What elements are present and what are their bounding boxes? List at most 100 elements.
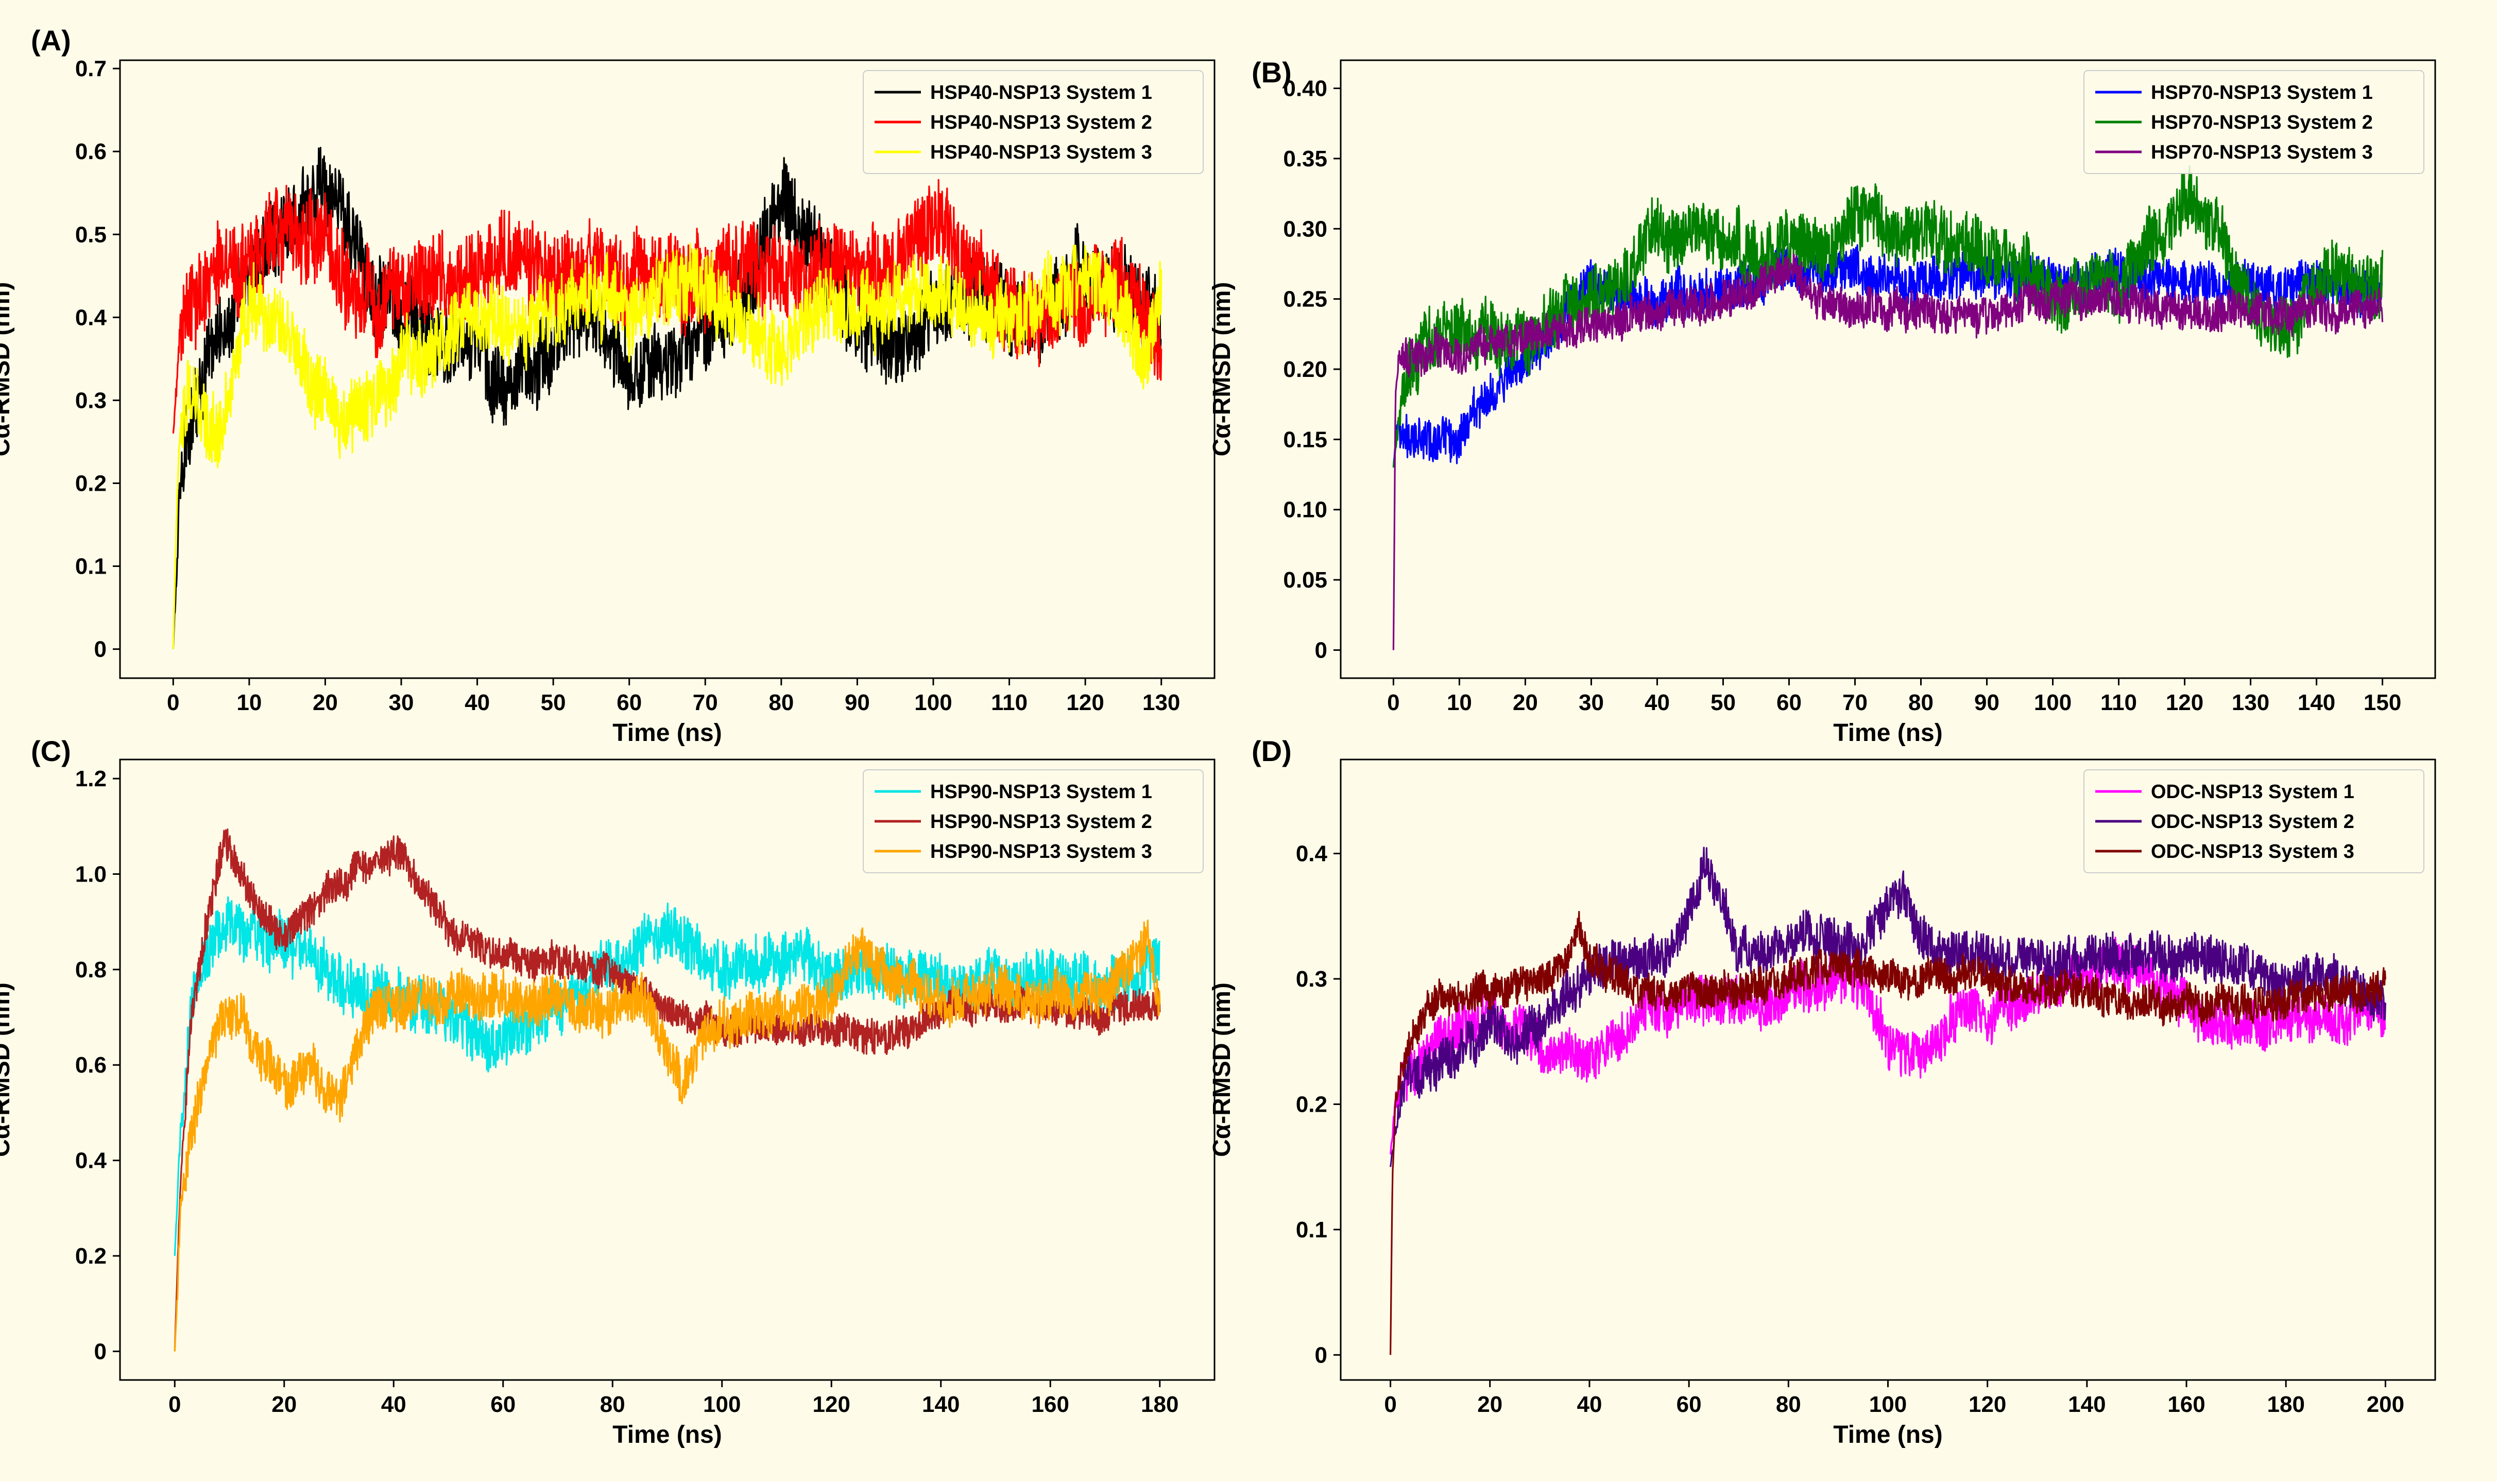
x-tick-label: 140 bbox=[922, 1392, 960, 1417]
y-tick-label: 1.0 bbox=[75, 861, 107, 887]
x-axis-label: Time (ns) bbox=[612, 1421, 722, 1448]
x-tick-label: 100 bbox=[2034, 690, 2072, 715]
panel-d: (D) 0 20 40 60 80 100 120 140 160 180 200 0 0.1 0.2 0.3… bbox=[1208, 735, 2436, 1448]
x-tick-label: 80 bbox=[1908, 690, 1934, 715]
y-tick-label: 0.20 bbox=[1283, 357, 1327, 382]
x-tick-label: 0 bbox=[1387, 690, 1399, 715]
y-tick-label: 0.35 bbox=[1283, 146, 1327, 171]
panel-label: (B) bbox=[1252, 56, 1292, 89]
x-tick-label: 20 bbox=[1513, 690, 1538, 715]
y-axis-label: Cα-RMSD (nm) bbox=[0, 282, 15, 457]
x-tick-label: 20 bbox=[271, 1392, 297, 1417]
legend-box bbox=[2083, 769, 2424, 873]
x-tick-label: 20 bbox=[1477, 1392, 1502, 1417]
y-tick-label: 0.10 bbox=[1283, 497, 1327, 523]
y-tick-label: 0 bbox=[94, 1339, 107, 1364]
axes-frame bbox=[119, 758, 1216, 1381]
x-tick-label: 20 bbox=[313, 690, 338, 715]
legend-label: HSP90-NSP13 System 3 bbox=[930, 841, 1152, 862]
y-tick-label: 0.8 bbox=[75, 957, 107, 982]
axes-frame bbox=[119, 59, 1216, 679]
x-tick-label: 60 bbox=[617, 690, 642, 715]
series-group bbox=[174, 828, 1161, 1352]
panel-label: (C) bbox=[31, 735, 71, 767]
x-tick-label: 40 bbox=[381, 1392, 406, 1417]
x-tick-label: 80 bbox=[768, 690, 794, 715]
legend-label: ODC-NSP13 System 2 bbox=[2151, 811, 2354, 833]
legend-label: HSP70-NSP13 System 1 bbox=[2151, 82, 2373, 103]
panel-a: (A) 0 10 20 30 40 50 60 70 80 90 100 110 120 130 0 0.1 0.… bbox=[0, 24, 1216, 747]
y-tick-label: 0.40 bbox=[1283, 76, 1327, 101]
y-tick-label: 0.2 bbox=[1296, 1092, 1327, 1117]
x-tick-label: 100 bbox=[914, 690, 952, 715]
series-line-3 bbox=[1390, 911, 2386, 1355]
legend-label: HSP40-NSP13 System 2 bbox=[930, 112, 1152, 133]
y-tick-label: 0 bbox=[1315, 637, 1327, 663]
y-tick-label: 0 bbox=[1315, 1342, 1327, 1368]
y-axis-label: Cα-RMSD (nm) bbox=[0, 982, 15, 1157]
x-axis-label: Time (ns) bbox=[1833, 719, 1942, 747]
y-tick-label: 0.4 bbox=[1296, 841, 1328, 867]
y-tick-label: 0.1 bbox=[1296, 1217, 1327, 1243]
x-tick-label: 80 bbox=[1776, 1392, 1801, 1417]
series-group bbox=[1390, 847, 2386, 1355]
x-tick-label: 40 bbox=[465, 690, 490, 715]
x-tick-label: 150 bbox=[2364, 690, 2401, 715]
panel-label: (A) bbox=[31, 24, 71, 57]
y-tick-label: 0.6 bbox=[75, 1052, 107, 1078]
x-tick-label: 40 bbox=[1645, 690, 1670, 715]
series-line-3 bbox=[174, 919, 1161, 1352]
x-tick-label: 90 bbox=[1974, 690, 1999, 715]
x-tick-label: 30 bbox=[1579, 690, 1604, 715]
x-tick-label: 100 bbox=[703, 1392, 741, 1417]
y-tick-label: 0.6 bbox=[75, 139, 107, 164]
legend-label: ODC-NSP13 System 1 bbox=[2151, 781, 2354, 803]
x-tick-label: 70 bbox=[693, 690, 718, 715]
x-tick-label: 10 bbox=[1447, 690, 1472, 715]
panel-b: (B) 0 10 20 30 40 50 60 70 80 90 100 110 120 130 140 150… bbox=[1208, 56, 2436, 747]
y-axis-label: Cα-RMSD (nm) bbox=[1208, 982, 1236, 1157]
x-tick-label: 180 bbox=[2267, 1392, 2305, 1417]
x-tick-label: 50 bbox=[1711, 690, 1736, 715]
legend-box bbox=[863, 769, 1204, 873]
x-tick-label: 120 bbox=[1969, 1392, 2006, 1417]
x-tick-label: 120 bbox=[813, 1392, 850, 1417]
y-tick-label: 0.3 bbox=[75, 388, 107, 413]
x-tick-label: 60 bbox=[1677, 1392, 1702, 1417]
series-line-2 bbox=[1390, 847, 2386, 1167]
x-tick-label: 130 bbox=[2232, 690, 2269, 715]
x-tick-label: 40 bbox=[1577, 1392, 1602, 1417]
x-tick-label: 30 bbox=[389, 690, 414, 715]
x-tick-label: 120 bbox=[2166, 690, 2203, 715]
y-tick-label: 0.1 bbox=[75, 554, 107, 579]
y-tick-label: 0.30 bbox=[1283, 216, 1327, 241]
series-group bbox=[1392, 165, 2384, 650]
legend-label: HSP90-NSP13 System 1 bbox=[930, 781, 1152, 803]
x-tick-label: 110 bbox=[991, 690, 1028, 715]
x-tick-label: 200 bbox=[2367, 1392, 2404, 1417]
legend-label: HSP70-NSP13 System 2 bbox=[2151, 112, 2373, 133]
x-tick-label: 70 bbox=[1842, 690, 1868, 715]
x-tick-label: 0 bbox=[1384, 1392, 1396, 1417]
y-tick-label: 0.15 bbox=[1283, 427, 1327, 452]
x-tick-label: 10 bbox=[236, 690, 262, 715]
x-tick-label: 140 bbox=[2298, 690, 2335, 715]
series-line-2 bbox=[174, 828, 1161, 1352]
series-line-1 bbox=[1390, 937, 2386, 1154]
x-tick-label: 160 bbox=[2167, 1392, 2205, 1417]
x-tick-label: 140 bbox=[2068, 1392, 2106, 1417]
x-tick-label: 60 bbox=[1776, 690, 1802, 715]
legend-label: HSP70-NSP13 System 3 bbox=[2151, 142, 2373, 163]
y-axis-label: Cα-RMSD (nm) bbox=[1208, 282, 1236, 457]
y-tick-label: 0.5 bbox=[75, 222, 107, 247]
y-tick-label: 0.25 bbox=[1283, 287, 1327, 312]
x-tick-label: 120 bbox=[1066, 690, 1104, 715]
x-tick-label: 160 bbox=[1032, 1392, 1069, 1417]
x-tick-label: 110 bbox=[2100, 690, 2137, 715]
y-tick-label: 0.7 bbox=[75, 56, 107, 81]
y-tick-label: 0.2 bbox=[75, 471, 107, 496]
y-tick-label: 0.4 bbox=[75, 305, 107, 330]
legend-label: HSP90-NSP13 System 2 bbox=[930, 811, 1152, 833]
legend-label: HSP40-NSP13 System 3 bbox=[930, 142, 1152, 163]
